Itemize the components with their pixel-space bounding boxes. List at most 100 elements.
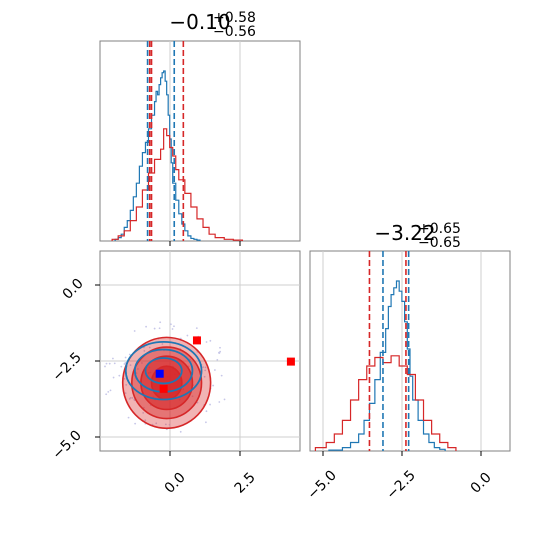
sample-point	[204, 369, 207, 372]
sample-point	[205, 410, 208, 413]
sample-point	[113, 362, 116, 365]
histogram-series-group-2	[314, 280, 457, 451]
sample-point	[105, 362, 108, 365]
sample-point	[127, 416, 130, 419]
sample-point	[195, 327, 198, 330]
sample-point	[145, 325, 147, 328]
sample-point	[155, 422, 158, 425]
marker-red-2	[159, 384, 168, 393]
sample-point	[220, 374, 223, 377]
sample-point	[179, 430, 182, 433]
sample-point	[223, 398, 226, 401]
sample-point	[173, 325, 175, 328]
grid-bottom-right	[322, 251, 482, 451]
marker-red-1	[286, 357, 295, 366]
xtick-label-2p5: 2.5	[232, 470, 259, 497]
xtick-label-m5: −5.0	[304, 467, 339, 502]
sample-point	[153, 327, 156, 330]
sample-point	[112, 357, 114, 360]
title-1-lower: −0.56	[213, 24, 256, 40]
sample-point	[171, 328, 174, 330]
sample-point	[134, 422, 137, 425]
sample-point	[168, 423, 171, 426]
quantile-lines-2	[368, 251, 410, 451]
sample-point	[209, 403, 211, 406]
histogram-series-blue	[328, 280, 446, 451]
sample-point	[120, 365, 123, 368]
xtick-label-m2p5: −2.5	[383, 467, 418, 502]
sample-point	[105, 393, 108, 396]
sample-point	[205, 421, 207, 424]
title-1-main: −0.10	[169, 10, 230, 34]
sample-point	[218, 352, 221, 354]
sample-point	[219, 346, 221, 349]
marker-blue-0	[155, 369, 164, 378]
sample-point	[213, 369, 216, 371]
sample-point	[144, 419, 147, 422]
sample-point	[186, 334, 189, 337]
contour-blue-0	[124, 341, 203, 401]
panel-bottom-right: −3.22 +0.65 −0.65 −5.0 −2.5 0.0	[304, 221, 511, 503]
sample-point	[128, 397, 131, 400]
sample-point	[128, 353, 131, 356]
sample-point	[203, 375, 206, 378]
sample-point	[109, 389, 112, 392]
title-1-upper: +0.58	[213, 10, 256, 26]
sample-point	[118, 374, 121, 377]
sample-point	[196, 401, 199, 404]
xtick-label-0: 0.0	[162, 470, 189, 497]
sample-point	[189, 358, 191, 361]
histogram-series-red	[314, 355, 457, 451]
sample-point	[136, 368, 139, 370]
sample-point	[104, 365, 106, 368]
sample-point	[170, 323, 172, 326]
title-2-upper: +0.65	[418, 221, 461, 237]
sample-point	[205, 341, 208, 343]
panel-bottom-left: 0.0 2.5 0.0 −2.5 −5.0	[49, 250, 301, 497]
quantile-lines-1	[146, 41, 185, 241]
sample-point	[204, 366, 207, 369]
title-param-2: −3.22	[374, 221, 435, 245]
sample-point	[202, 366, 205, 369]
ytick-label-m5: −5.0	[49, 427, 84, 462]
sample-point	[218, 401, 221, 403]
xtick-label-0: 0.0	[468, 470, 495, 497]
sample-point	[161, 343, 164, 345]
marker-red-0	[192, 336, 201, 345]
sample-point	[142, 406, 145, 409]
panel-top-left: −0.10 +0.58 −0.56	[99, 10, 301, 246]
sample-point	[143, 350, 146, 352]
sample-point	[164, 423, 167, 426]
sample-point	[142, 411, 145, 414]
sample-point	[133, 330, 136, 332]
histogram-series-red	[111, 128, 244, 241]
title-2-main: −3.22	[374, 221, 435, 245]
sample-point	[125, 383, 128, 386]
marker-group	[155, 336, 295, 393]
sample-point	[148, 346, 151, 349]
sample-point	[108, 362, 111, 365]
sample-point	[129, 364, 132, 367]
sample-point	[107, 390, 110, 393]
title-param-1: −0.10	[169, 10, 230, 34]
sample-point	[216, 358, 219, 361]
ytick-label-0: 0.0	[60, 276, 87, 303]
ytick-label-m2p5: −2.5	[49, 349, 84, 384]
sample-point	[124, 392, 127, 395]
panel-frame-bottom-left	[99, 250, 301, 452]
sample-point	[158, 327, 161, 330]
sample-point	[141, 362, 143, 364]
sample-point	[112, 376, 115, 379]
sample-point	[124, 356, 127, 359]
sample-point	[212, 384, 215, 387]
contour-blue-2	[144, 357, 183, 385]
sample-point	[159, 321, 162, 324]
sample-point	[219, 350, 222, 353]
sample-point	[123, 377, 126, 380]
title-2-lower: −0.65	[418, 235, 461, 251]
sample-point	[191, 395, 194, 398]
sample-point	[209, 339, 212, 342]
sample-point	[124, 362, 127, 364]
sample-point	[131, 397, 134, 399]
